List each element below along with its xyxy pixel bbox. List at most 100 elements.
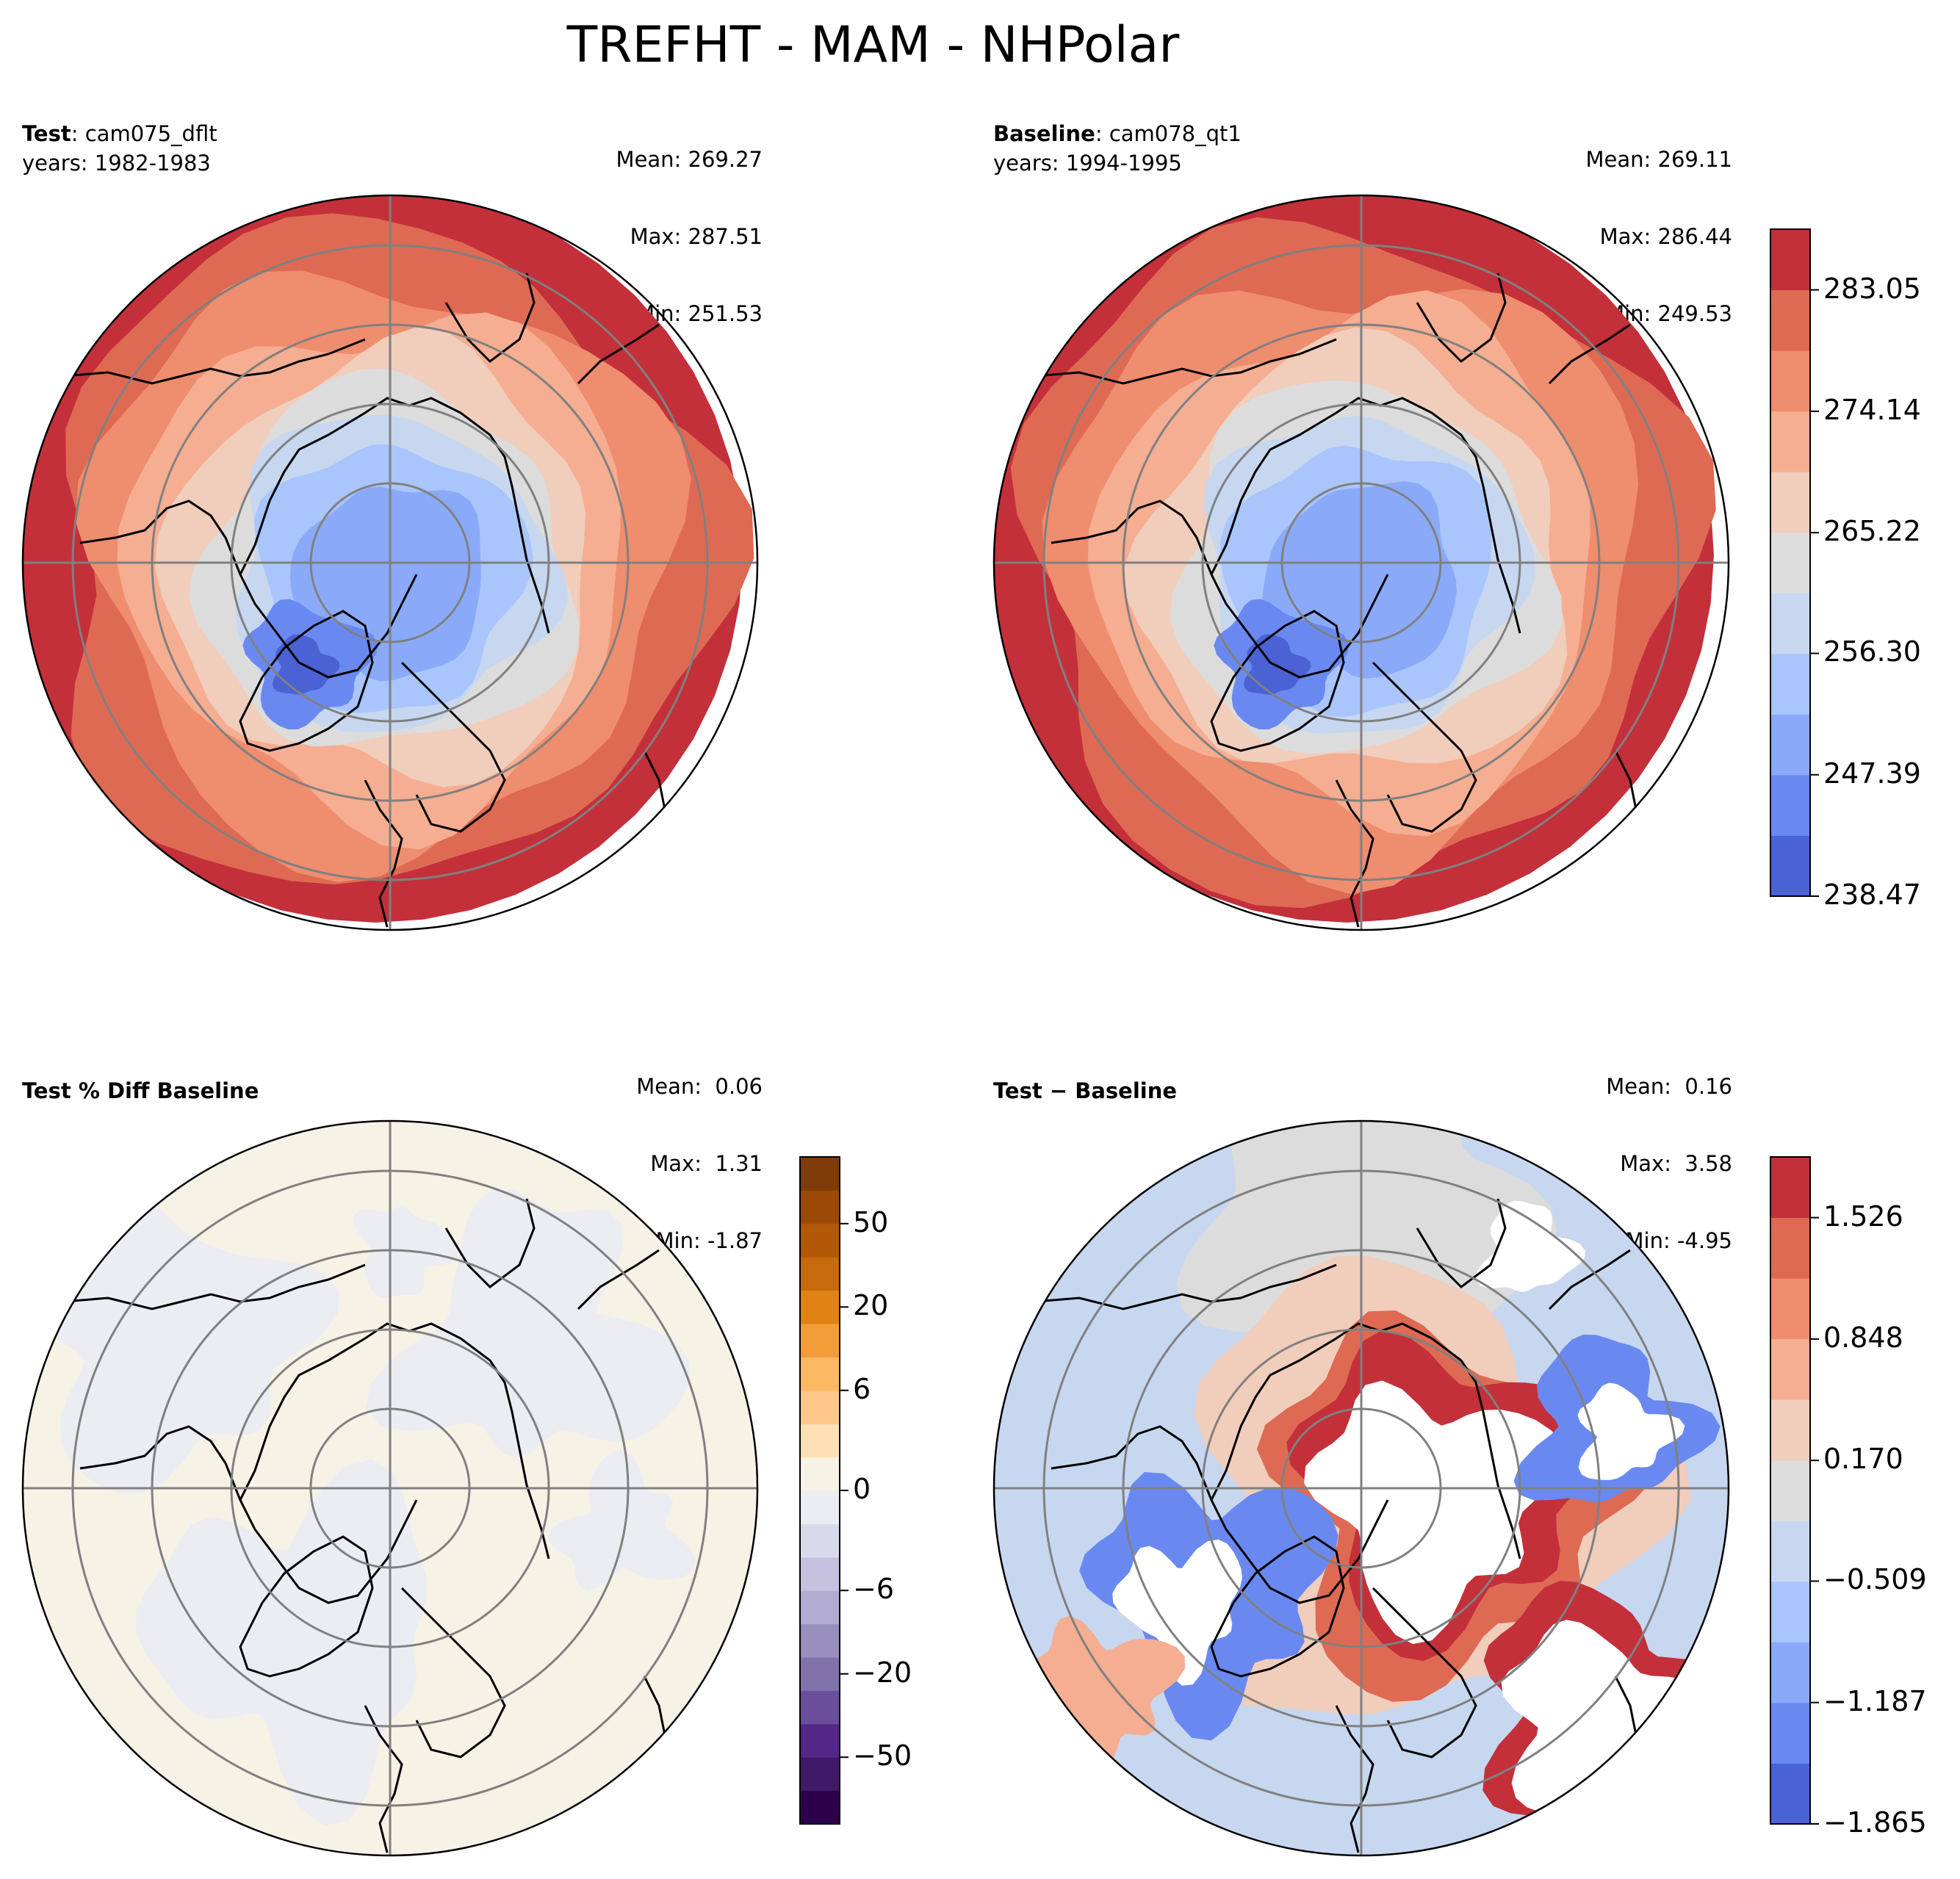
pct-diff-label-bold: Test % Diff Baseline xyxy=(22,1078,259,1103)
pct-diff-contour-band xyxy=(365,1189,691,1458)
colorbar-swatch xyxy=(800,1490,840,1524)
colorbar-swatch xyxy=(800,1357,840,1391)
test-polar-map xyxy=(21,194,759,931)
colorbar-swatch xyxy=(800,1290,840,1324)
diff-label-bold: Test − Baseline xyxy=(993,1078,1178,1103)
baseline-max: Max: 286.44 xyxy=(1599,224,1732,249)
coastline-greenland xyxy=(1210,610,1345,752)
colorbar-swatch xyxy=(800,1457,840,1491)
colorbar-swatch xyxy=(800,1190,840,1225)
colorbar-swatch xyxy=(1770,411,1810,472)
colorbar-swatch xyxy=(1770,289,1810,351)
colorbar-swatch xyxy=(1770,593,1810,654)
diff-contour-band xyxy=(1176,1121,1557,1362)
diff-max: Max: 3.58 xyxy=(1620,1151,1732,1176)
coastline xyxy=(239,397,550,634)
coastline xyxy=(400,661,506,833)
coastline xyxy=(364,779,403,928)
colorbar-tick-label: 247.39 xyxy=(1823,757,1921,790)
map-boundary xyxy=(21,194,759,931)
colorbar-swatch xyxy=(800,1657,840,1691)
colorbar-swatch xyxy=(1770,1157,1810,1219)
colorbar-tick-label: −1.865 xyxy=(1823,1806,1927,1839)
colorbar-swatch xyxy=(800,1790,840,1825)
colorbar-swatch xyxy=(1770,1521,1810,1582)
colorbar-tick-label: 50 xyxy=(853,1205,889,1238)
coastline xyxy=(1548,323,1631,385)
pct-diff-max: Max: 1.31 xyxy=(650,1151,763,1176)
colorbar-swatch xyxy=(1770,1702,1810,1764)
coastline xyxy=(1372,661,1477,833)
colorbar-swatch xyxy=(800,1557,840,1591)
absolute-colorbar xyxy=(1770,228,1819,897)
baseline-polar-map xyxy=(992,194,1730,931)
test-panel-label: Test: cam075_dflt xyxy=(22,121,217,146)
baseline-mean: Mean: 269.11 xyxy=(1585,147,1732,172)
colorbar-swatch xyxy=(1770,714,1810,776)
coastline-greenland xyxy=(239,1535,374,1678)
diff-colorbar xyxy=(1770,1156,1819,1825)
colorbar-tick-label: −50 xyxy=(853,1739,912,1772)
test-mean: Mean: 269.27 xyxy=(616,147,763,172)
colorbar-swatch xyxy=(1770,350,1810,412)
pct-diff-contour-band xyxy=(136,1459,428,1826)
colorbar-tick-label: 256.30 xyxy=(1823,635,1921,668)
baseline-panel-label: Baseline: cam078_qt1 xyxy=(993,121,1242,146)
coastline xyxy=(1210,1322,1521,1559)
colorbar-tick-label: 265.22 xyxy=(1823,515,1921,548)
coastline xyxy=(239,1322,550,1559)
pct-diff-colorbar xyxy=(799,1156,849,1825)
coastline xyxy=(577,323,660,385)
diff-out-of-range-area xyxy=(1304,1380,1563,1645)
coastline xyxy=(364,1705,403,1853)
coastline xyxy=(444,1198,536,1288)
colorbar-swatch xyxy=(1770,835,1810,897)
colorbar-tick-label: 20 xyxy=(853,1289,889,1322)
colorbar-swatch xyxy=(800,1757,840,1792)
pct-diff-stats: Mean: 0.06 Max: 1.31 Min: -1.87 xyxy=(636,1023,763,1280)
coastline xyxy=(1335,779,1374,928)
colorbar-tick-label: −1.187 xyxy=(1823,1684,1927,1717)
colorbar-swatch xyxy=(800,1523,840,1558)
colorbar-swatch xyxy=(1770,1763,1810,1825)
colorbar-tick-label: 274.14 xyxy=(1823,393,1921,426)
colorbar-tick-label: 0.170 xyxy=(1823,1443,1903,1476)
colorbar-swatch xyxy=(1770,1278,1810,1340)
diff-out-of-range-area xyxy=(1577,1382,1685,1480)
coastline xyxy=(1210,397,1521,634)
baseline-years: years: 1994-1995 xyxy=(993,151,1182,176)
colorbar-swatch xyxy=(1770,1338,1810,1400)
figure-title: TREFHT - MAM - NHPolar xyxy=(566,16,1180,74)
colorbar-swatch xyxy=(800,1390,840,1424)
colorbar-tick-label: 283.05 xyxy=(1823,272,1921,305)
colorbar-swatch xyxy=(800,1623,840,1658)
pct-diff-contour-band xyxy=(547,1449,696,1591)
colorbar-tick-label: 1.526 xyxy=(1823,1200,1903,1233)
colorbar-tick-label: 238.47 xyxy=(1823,879,1921,911)
colorbar-swatch xyxy=(1770,774,1810,836)
colorbar-swatch xyxy=(1770,1399,1810,1461)
coastline xyxy=(63,1263,366,1310)
colorbar-tick-label: 6 xyxy=(853,1372,871,1405)
map-boundary xyxy=(21,1119,759,1857)
colorbar-swatch xyxy=(1770,532,1810,594)
colorbar-swatch xyxy=(1770,229,1810,291)
coastline xyxy=(1335,1705,1374,1853)
colorbar-swatch xyxy=(1770,1217,1810,1279)
colorbar-swatch xyxy=(800,1723,840,1758)
pct-diff-contour-band xyxy=(353,1206,460,1299)
map-boundary xyxy=(992,1119,1730,1857)
colorbar-tick-label: 0 xyxy=(853,1473,871,1505)
colorbar-tick-label: −6 xyxy=(853,1573,895,1606)
diff-min: Min: -4.95 xyxy=(1625,1228,1732,1253)
map-boundary xyxy=(992,194,1730,931)
colorbar-swatch xyxy=(1770,472,1810,533)
coastline xyxy=(1034,338,1337,385)
colorbar-swatch xyxy=(1770,1642,1810,1703)
coastline xyxy=(1416,1198,1507,1288)
diff-mean: Mean: 0.16 xyxy=(1606,1074,1732,1099)
colorbar-tick-label: −20 xyxy=(853,1656,912,1689)
coastline xyxy=(63,338,366,385)
pct-diff-polar-map xyxy=(21,1119,759,1857)
pct-diff-panel-label: Test % Diff Baseline xyxy=(22,1078,259,1104)
